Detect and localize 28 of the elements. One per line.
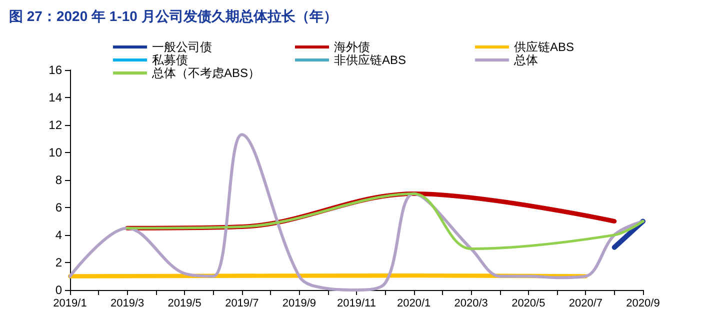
y-tick-label: 4 [55,228,62,242]
x-tick-label: 2020/3 [454,298,488,310]
legend-label: 总体 [513,53,538,67]
y-tick-label: 10 [48,146,62,160]
y-tick-label: 14 [48,90,62,104]
y-tick-label: 2 [55,256,62,270]
x-tick-label: 2020/5 [512,298,546,310]
x-tick-label: 2020/7 [568,298,603,310]
x-tick-label: 2020/9 [626,298,660,310]
legend-label: 总体（不考虑ABS） [151,66,260,80]
x-tick-label: 2019/9 [282,298,316,310]
y-tick-label: 0 [55,283,62,297]
x-tick-label: 2019/11 [337,298,376,310]
x-tick-label: 2019/1 [53,298,87,310]
x-tick-label: 2019/5 [168,298,202,310]
legend-label: 私募债 [152,53,188,67]
y-tick-label: 6 [55,200,62,214]
y-tick-label: 12 [48,118,62,132]
x-tick-label: 2020/1 [396,298,431,310]
legend-label: 一般公司债 [152,40,212,54]
y-tick-label: 16 [48,63,62,77]
chart-title: 图 27：2020 年 1-10 月公司发债久期总体拉长（年） [9,8,338,24]
legend-label: 供应链ABS [514,40,574,54]
y-tick-label: 8 [55,173,62,187]
legend-label: 非供应链ABS [334,53,406,67]
x-tick-label: 2019/7 [225,298,259,310]
legend-label: 海外债 [334,40,370,54]
x-tick-label: 2019/3 [110,298,144,310]
